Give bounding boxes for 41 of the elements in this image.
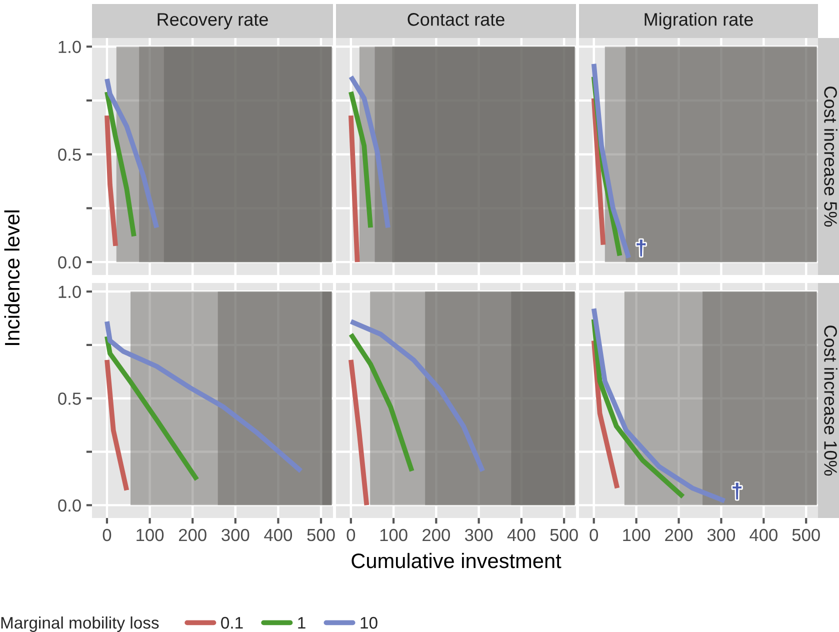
x-tick-label: 500 xyxy=(307,528,335,542)
x-tick-label: 0 xyxy=(102,528,112,542)
x-axis-title: Cumulative investment xyxy=(352,552,562,568)
y-tick-label: 0.5 xyxy=(58,392,81,405)
text: Cost increase 5% xyxy=(824,86,838,227)
chart-title: Migration rate xyxy=(644,12,753,30)
legend-label: 1 xyxy=(298,617,306,629)
x-tick-label: 200 xyxy=(422,528,450,542)
y-tick-label: 0.5 xyxy=(58,148,81,161)
text: Cost increase 10% xyxy=(824,326,838,476)
x-tick-label: 0 xyxy=(346,528,356,542)
x-tick-label: 500 xyxy=(792,528,820,542)
x-tick-label: 500 xyxy=(550,528,578,542)
line-series xyxy=(104,319,304,474)
annotation: † xyxy=(636,240,646,256)
x-tick-label: 300 xyxy=(707,528,736,542)
x-tick-label: 300 xyxy=(464,528,493,542)
x-tick-label: 0 xyxy=(590,528,598,542)
legend-label: 10 xyxy=(360,616,378,629)
x-tick-label: 200 xyxy=(178,528,206,542)
x-tick-label: 200 xyxy=(665,528,693,542)
x-tick-label: 400 xyxy=(750,528,778,542)
y-axis-title: Incidence level xyxy=(4,210,20,345)
chart-title: Recovery rate xyxy=(158,13,268,30)
line-series xyxy=(104,89,136,239)
x-tick-label: 400 xyxy=(264,528,292,542)
x-tick-label: 100 xyxy=(623,528,650,542)
x-tick-label: 400 xyxy=(507,528,536,542)
y-tick-label: 0.0 xyxy=(58,256,81,269)
legend-label: 0.1 xyxy=(221,616,243,629)
x-tick-label: 100 xyxy=(380,528,408,542)
y-tick-label: 1.0 xyxy=(58,286,81,298)
line-series xyxy=(104,76,160,230)
annotation: † xyxy=(732,482,742,500)
y-tick-label: 0.0 xyxy=(58,499,81,512)
chart-title: Contact rate xyxy=(408,13,504,26)
x-tick-label: 300 xyxy=(222,528,250,542)
x-tick-label: 100 xyxy=(136,528,164,542)
legend-title: Marginal mobility loss xyxy=(1,616,159,632)
line-series xyxy=(104,334,200,482)
y-tick-label: 1.0 xyxy=(58,40,81,54)
